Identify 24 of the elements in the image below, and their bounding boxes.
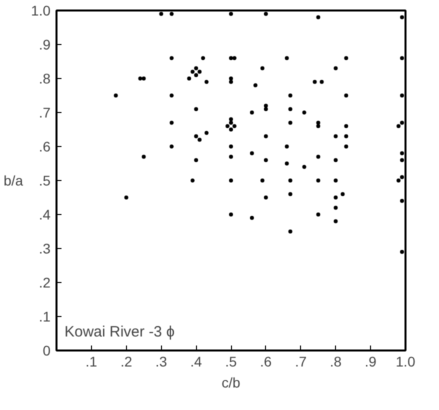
y-tick-label: 1.0 (31, 2, 51, 18)
x-tick-label: .7 (294, 354, 307, 370)
annotation: Kowai River -3 ϕ (64, 324, 175, 340)
x-tick-label: .9 (364, 354, 377, 370)
x-tick-label: .1 (86, 354, 98, 370)
x-tick-label: .6 (260, 354, 272, 370)
y-tick-label: .6 (38, 138, 51, 154)
x-tick-label: .2 (120, 354, 132, 370)
y-tick-label: .8 (38, 70, 51, 86)
x-tick-label: .4 (190, 354, 202, 370)
y-tick-label: .1 (38, 308, 51, 324)
y-tick-label: .3 (38, 240, 51, 256)
y-tick-label: .9 (38, 36, 51, 52)
y-tick-label: .4 (38, 206, 51, 222)
y-tick-label: .5 (38, 172, 51, 188)
y-tick-label: .7 (38, 104, 51, 120)
y-tick-label: .2 (38, 274, 51, 290)
x-tick-label: .8 (330, 354, 342, 370)
y-tick-label: 0 (42, 342, 51, 358)
y-axis-title: b/a (4, 172, 24, 188)
x-tick-label: 1.0 (396, 354, 416, 370)
x-axis-title: c/b (222, 374, 241, 390)
x-tick-label: .3 (155, 354, 168, 370)
x-tick-label: .5 (225, 354, 238, 370)
